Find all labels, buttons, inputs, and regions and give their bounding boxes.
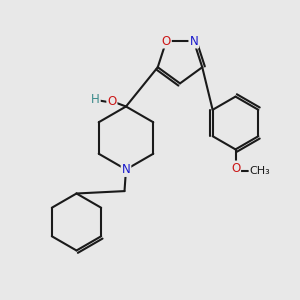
Text: N: N — [122, 163, 130, 176]
Text: O: O — [107, 95, 116, 108]
Text: O: O — [162, 34, 171, 48]
Text: H: H — [91, 93, 100, 106]
Text: N: N — [189, 34, 198, 48]
Text: O: O — [231, 161, 240, 175]
Text: CH₃: CH₃ — [250, 166, 271, 176]
